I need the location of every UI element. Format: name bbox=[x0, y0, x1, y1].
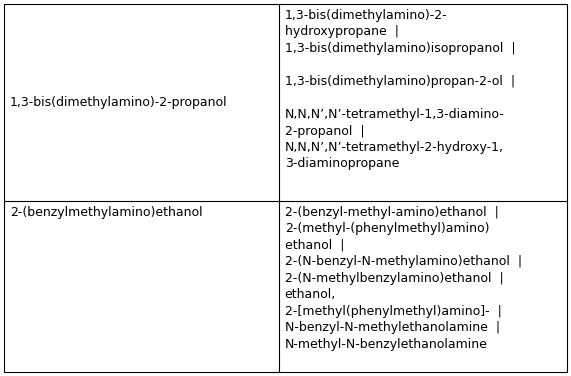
Text: 2-(benzylmethylamino)ethanol: 2-(benzylmethylamino)ethanol bbox=[10, 206, 203, 219]
Text: 2-(benzyl-methyl-amino)ethanol  |
2-(methyl-(phenylmethyl)amino)
ethanol  |
2-(N: 2-(benzyl-methyl-amino)ethanol | 2-(meth… bbox=[285, 206, 522, 351]
Text: 1,3-bis(dimethylamino)-2-propanol: 1,3-bis(dimethylamino)-2-propanol bbox=[10, 96, 228, 109]
Text: 1,3-bis(dimethylamino)-2-
hydroxypropane  |
1,3-bis(dimethylamino)isopropanol  |: 1,3-bis(dimethylamino)-2- hydroxypropane… bbox=[285, 9, 516, 170]
